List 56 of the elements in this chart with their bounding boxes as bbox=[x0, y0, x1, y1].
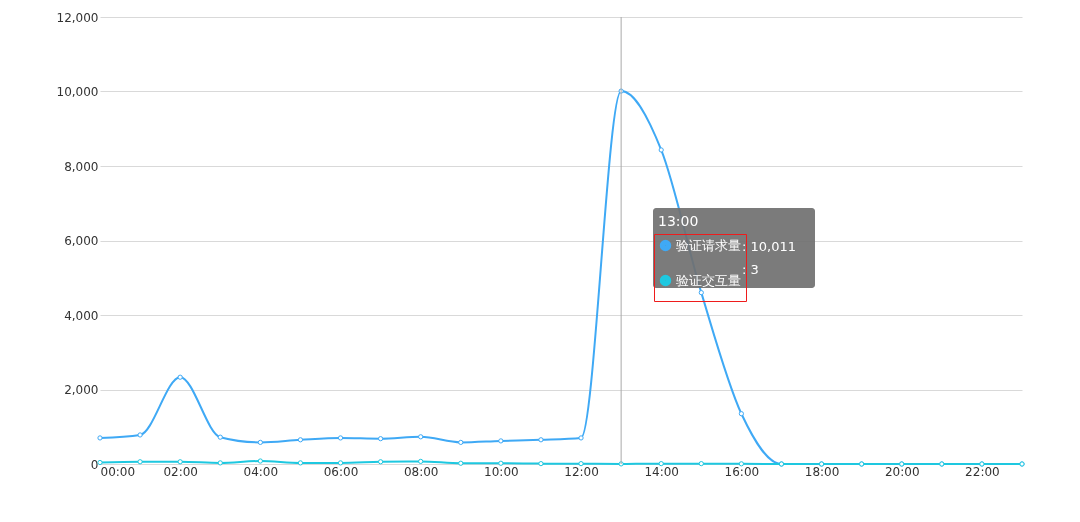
x-tick-label: 14:00 bbox=[644, 464, 680, 479]
annotation: 13:00 bbox=[658, 213, 699, 229]
point bbox=[418, 458, 424, 465]
point bbox=[217, 434, 223, 440]
annotation: : 3 bbox=[742, 262, 759, 277]
x-tick-label: 12:00 bbox=[564, 464, 599, 479]
point bbox=[578, 461, 584, 467]
point bbox=[458, 460, 464, 466]
x-tick-label: 06:00 bbox=[323, 464, 359, 479]
y-tick-label: 2,000 bbox=[64, 383, 99, 397]
point bbox=[458, 439, 464, 446]
point bbox=[337, 435, 344, 441]
point bbox=[257, 439, 263, 446]
point bbox=[337, 460, 344, 466]
y-tick-label: 6,000 bbox=[64, 234, 99, 248]
point bbox=[297, 437, 304, 443]
point bbox=[738, 461, 745, 467]
point bbox=[658, 461, 664, 467]
point bbox=[217, 460, 223, 466]
point bbox=[137, 432, 143, 438]
x-tick-label: 04:00 bbox=[243, 464, 279, 479]
annotation: : 10,011 bbox=[742, 239, 796, 254]
point bbox=[658, 147, 664, 153]
legend-label: 验证交互量 bbox=[676, 272, 741, 288]
x-tick-label: 18:00 bbox=[804, 464, 840, 479]
point bbox=[377, 459, 384, 465]
y-tick-label: 4,000 bbox=[64, 308, 99, 323]
point bbox=[538, 461, 544, 467]
point bbox=[177, 374, 183, 380]
point bbox=[738, 411, 745, 417]
x-tick-label: 22:00 bbox=[965, 464, 1000, 479]
point bbox=[177, 459, 183, 465]
x-tick-label: 20:00 bbox=[884, 464, 920, 479]
point bbox=[377, 436, 384, 442]
y-tick-label: 10,000 bbox=[56, 85, 99, 99]
x-tick-label: 08:00 bbox=[403, 464, 439, 479]
point bbox=[618, 461, 624, 467]
x-tick-label: 00:00 bbox=[100, 464, 136, 479]
y-tick-label: 8,000 bbox=[64, 159, 99, 174]
y-tick-label: 0 bbox=[90, 457, 99, 472]
x-tick-label: 10:00 bbox=[484, 464, 519, 479]
legend-label: 验证请求量 bbox=[676, 237, 741, 253]
point bbox=[257, 458, 263, 464]
x-tick-label: 16:00 bbox=[724, 464, 760, 479]
point bbox=[97, 435, 103, 441]
point bbox=[498, 438, 504, 444]
point bbox=[698, 461, 704, 467]
point bbox=[297, 460, 304, 466]
x-tick-label: 02:00 bbox=[163, 464, 198, 479]
point bbox=[498, 460, 504, 466]
point bbox=[538, 437, 544, 443]
point bbox=[578, 435, 584, 441]
point bbox=[137, 459, 143, 465]
point bbox=[698, 290, 704, 296]
point bbox=[418, 434, 424, 440]
y-tick-label: 12,000 bbox=[56, 10, 99, 25]
